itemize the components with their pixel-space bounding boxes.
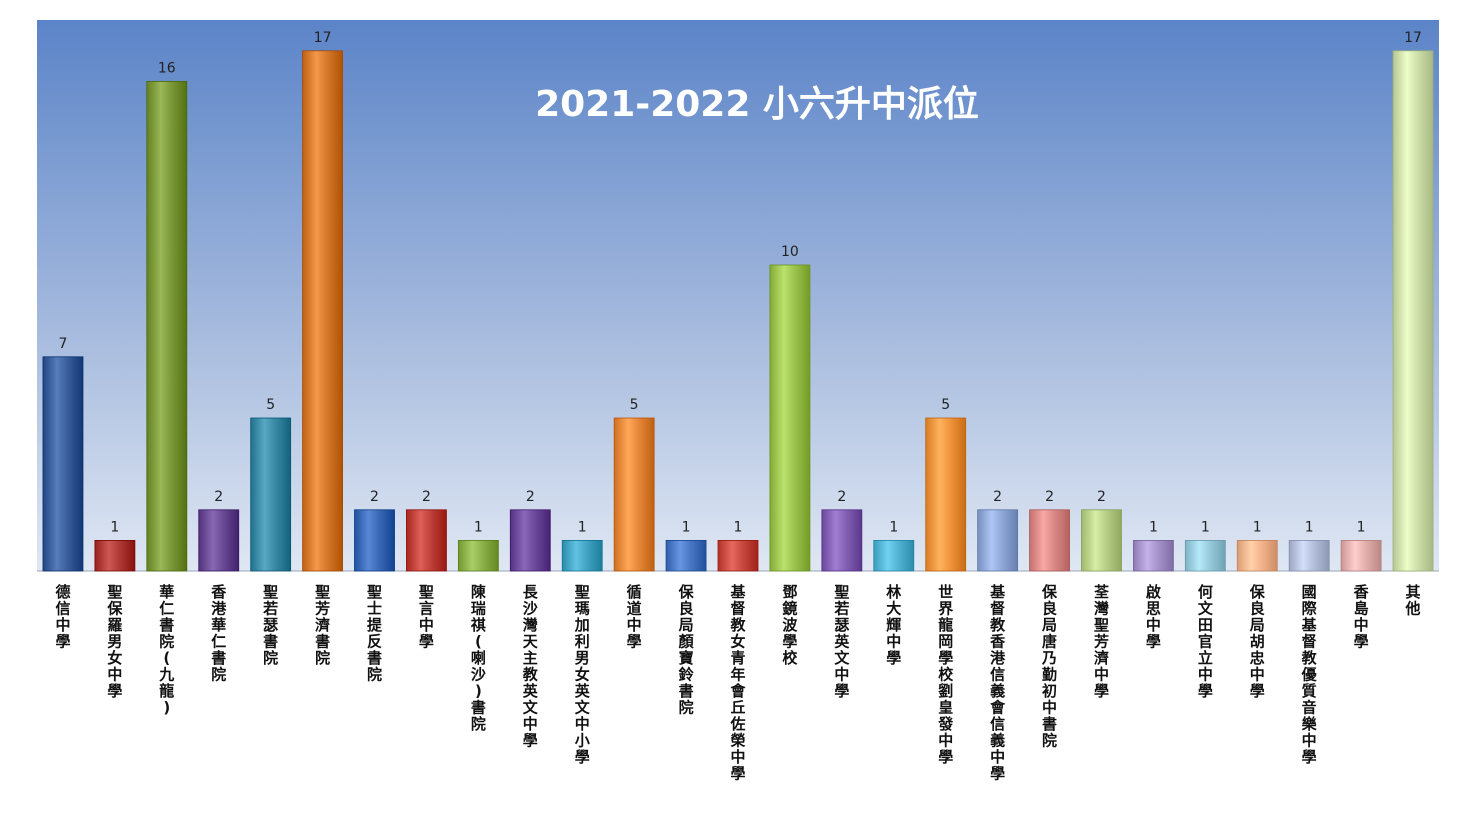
value-label-14: 1 [734,519,743,535]
value-label-21: 2 [1097,489,1106,505]
category-label-11: 聖瑪加利男女英文中小學 [574,583,591,766]
value-label-12: 5 [630,397,639,413]
category-label-1: 德信中學 [55,583,70,651]
category-label-24: 保良局胡忠中學 [1249,583,1266,700]
bar-17 [873,540,915,572]
value-label-5: 5 [266,397,275,413]
value-label-15: 10 [781,244,799,260]
category-label-3: 華仁書院(九龍) [158,583,174,717]
bar-22 [1133,540,1174,572]
bar-5 [250,417,292,572]
bar-21 [1081,509,1122,572]
value-label-2: 1 [110,519,119,535]
value-label-24: 1 [1253,519,1262,535]
category-label-20: 保良局唐乃勤初中書院 [1041,583,1058,750]
category-label-13: 保良局顏寶鈴書院 [678,583,695,717]
value-label-18: 5 [941,397,950,413]
category-labels-group: 德信中學 聖保羅男女中學 華仁書院(九龍) 香港華仁書院 聖若瑟書院 聖芳濟書院 聖士提反書… [55,583,1420,783]
category-label-23: 何文田官立中學 [1198,583,1214,700]
value-label-23: 1 [1201,519,1210,535]
value-labels-group: 7 1 16 2 5 17 2 2 1 2 1 5 1 1 10 2 1 5 2 2 2 1 1 1 1 1 17 [59,30,1422,536]
category-label-4: 香港華仁書院 [211,583,227,684]
category-label-10: 長沙灣天主教英文中學 [522,583,539,750]
value-label-26: 1 [1357,519,1366,535]
value-label-20: 2 [1045,489,1054,505]
category-label-19: 基督教香港信義會信義中學 [989,583,1006,783]
value-label-9: 1 [474,519,483,535]
category-label-22: 啟思中學 [1146,583,1162,651]
bar-8 [406,509,447,572]
category-label-18: 世界龍岡學校劉皇發中學 [937,583,954,766]
bar-24 [1236,540,1278,572]
category-label-8: 聖言中學 [419,583,434,651]
value-label-8: 2 [422,489,431,505]
chart-title: 2021-2022 小六升中派位 [535,84,979,125]
category-label-5: 聖若瑟書院 [262,583,278,667]
bar-11 [561,540,603,572]
value-label-19: 2 [993,489,1002,505]
value-label-1: 7 [59,336,68,352]
bar-2 [94,540,136,572]
category-label-2: 聖保羅男女中學 [106,583,123,700]
value-label-7: 2 [370,489,379,505]
value-label-22: 1 [1149,519,1158,535]
value-label-4: 2 [214,489,223,505]
category-label-9: 陳瑞祺(喇沙)書院 [470,583,487,733]
bars-group [42,50,1434,572]
bar-3 [146,81,188,572]
bar-14 [717,540,759,572]
value-label-27: 17 [1404,30,1422,46]
bar-16 [821,509,863,572]
value-label-13: 1 [682,519,691,535]
value-label-11: 1 [578,519,587,535]
bar-7 [354,509,395,572]
category-label-21: 荃灣聖芳濟中學 [1094,583,1109,700]
category-label-7: 聖士提反書院 [367,583,383,684]
bar-23 [1184,540,1226,572]
bar-19 [977,509,1019,572]
category-label-12: 循道中學 [627,583,642,651]
category-label-25: 國際基督教優質音樂中學 [1301,583,1318,766]
bar-26 [1340,540,1382,572]
bar-1 [42,356,84,572]
value-label-16: 2 [837,489,846,505]
category-label-15: 鄧鏡波學校 [782,583,798,667]
value-label-25: 1 [1305,519,1314,535]
bar-20 [1029,509,1070,572]
value-label-10: 2 [526,489,535,505]
bar-12 [613,417,655,572]
category-label-6: 聖芳濟書院 [315,583,330,667]
category-label-17: 林大輝中學 [886,583,902,667]
bar-9 [457,540,499,572]
bar-6 [302,50,343,572]
category-label-16: 聖若瑟英文中學 [833,583,850,700]
value-label-3: 16 [158,60,176,76]
category-label-14: 基督教女青年會丘佐榮中學 [729,583,746,783]
category-label-26: 香島中學 [1354,583,1369,651]
category-label-27: 其他 [1405,583,1421,618]
bar-10 [509,509,551,572]
bar-13 [665,540,707,572]
bar-18 [925,417,967,572]
value-label-6: 17 [314,30,332,46]
bar-27 [1392,50,1434,572]
bar-15 [769,264,811,572]
bar-25 [1288,540,1330,572]
bar-4 [198,509,240,572]
value-label-17: 1 [889,519,898,535]
